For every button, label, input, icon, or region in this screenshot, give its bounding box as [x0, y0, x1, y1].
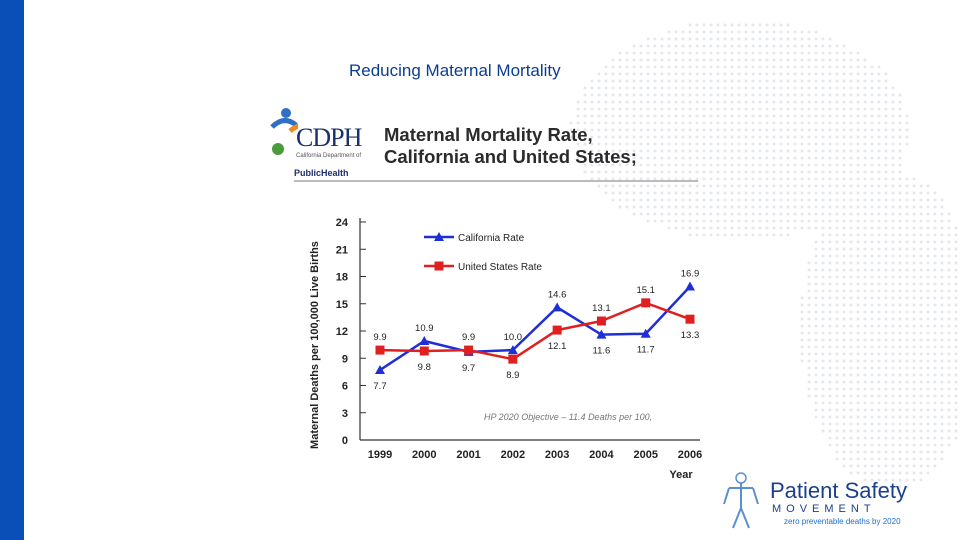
x-tick-label: 1999 — [368, 449, 392, 461]
y-tick-label: 24 — [336, 217, 349, 229]
people-logo-icon — [270, 108, 298, 155]
data-label: 9.7 — [462, 363, 475, 374]
y-tick-label: 21 — [336, 244, 348, 256]
y-tick-label: 9 — [342, 353, 348, 365]
data-label: 10.0 — [504, 332, 523, 343]
y-tick-label: 12 — [336, 326, 348, 338]
y-tick-label: 18 — [336, 272, 348, 284]
human-figure-icon — [723, 472, 759, 529]
x-tick-label: 2002 — [501, 449, 525, 461]
psm-title: Patient Safety — [770, 478, 907, 503]
x-tick-label: 2004 — [589, 449, 614, 461]
x-tick-label: 2001 — [456, 449, 480, 461]
data-label: 11.6 — [593, 346, 611, 357]
data-label: 15.1 — [636, 285, 655, 296]
data-label: 13.3 — [681, 330, 700, 341]
series-line — [379, 301, 691, 361]
data-point — [464, 345, 474, 355]
data-label: 12.1 — [548, 341, 567, 352]
psm-tagline: zero preventable deaths by 2020 — [784, 517, 901, 526]
data-label: 7.7 — [373, 381, 386, 392]
x-tick-label: 2005 — [633, 449, 657, 461]
data-label: 13.1 — [592, 303, 611, 314]
data-label: 14.6 — [548, 289, 567, 300]
left-accent-bar — [0, 0, 24, 540]
data-label: 9.8 — [418, 362, 431, 373]
x-tick-label: 2000 — [412, 449, 436, 461]
data-point — [375, 345, 385, 355]
slide-title: Reducing Maternal Mortality — [349, 61, 561, 80]
x-tick-label: 2003 — [545, 449, 569, 461]
data-point — [685, 314, 695, 324]
hp2020-annotation: HP 2020 Objective – 11.4 Deaths per 100, — [484, 412, 652, 422]
chart-heading-line1: Maternal Mortality Rate, — [384, 124, 593, 145]
data-point — [419, 335, 430, 345]
x-tick-label: 2006 — [678, 449, 702, 461]
line-chart: 0 3 6 9 12 15 18 21 24 1999 2000 2001 2002 2003 2004 20… — [309, 217, 702, 481]
y-tick-label: 6 — [342, 381, 348, 393]
data-point — [596, 316, 606, 326]
heading-divider — [294, 180, 698, 182]
data-point — [640, 328, 651, 338]
x-axis-label: Year — [669, 469, 693, 481]
data-label: 9.9 — [462, 332, 475, 343]
y-tick-label: 15 — [336, 299, 348, 311]
data-point — [507, 345, 518, 355]
world-map-dots — [569, 23, 958, 489]
data-point — [375, 365, 385, 375]
legend-label: United States Rate — [458, 262, 542, 273]
y-tick-label: 0 — [342, 435, 348, 447]
data-label: 10.9 — [415, 323, 434, 334]
y-tick-label: 3 — [342, 408, 348, 420]
chart-legend: California Rate United States Rate — [424, 232, 542, 273]
data-point — [552, 302, 563, 312]
legend-marker — [434, 261, 444, 271]
legend-marker — [434, 232, 444, 241]
data-point — [685, 281, 695, 291]
legend-label: California Rate — [458, 233, 525, 244]
logo-public-health: PublicHealth — [294, 168, 349, 178]
logo-small-text: California Department of — [296, 153, 362, 159]
data-point — [552, 325, 562, 335]
data-label: 9.9 — [373, 332, 386, 343]
data-point — [419, 346, 429, 356]
data-point — [596, 329, 607, 339]
data-label: 8.9 — [506, 370, 519, 381]
patient-safety-movement-logo: Patient Safety MOVEMENT zero preventable… — [718, 470, 948, 530]
logo-letters: CDPH — [296, 123, 362, 152]
chart-heading-line2: California and United States; — [384, 146, 637, 167]
psm-subtitle: MOVEMENT — [772, 503, 876, 515]
data-label: 11.7 — [637, 345, 655, 356]
data-point — [508, 354, 518, 364]
data-point — [641, 298, 651, 308]
series-line — [379, 285, 691, 372]
cdph-logo: CDPH California Department of PublicHeal… — [268, 105, 368, 185]
data-label: 16.9 — [681, 268, 700, 279]
y-axis-label: Maternal Deaths per 100,000 Live Births — [309, 241, 321, 449]
chart-heading: Maternal Mortality Rate, California and … — [384, 124, 704, 168]
